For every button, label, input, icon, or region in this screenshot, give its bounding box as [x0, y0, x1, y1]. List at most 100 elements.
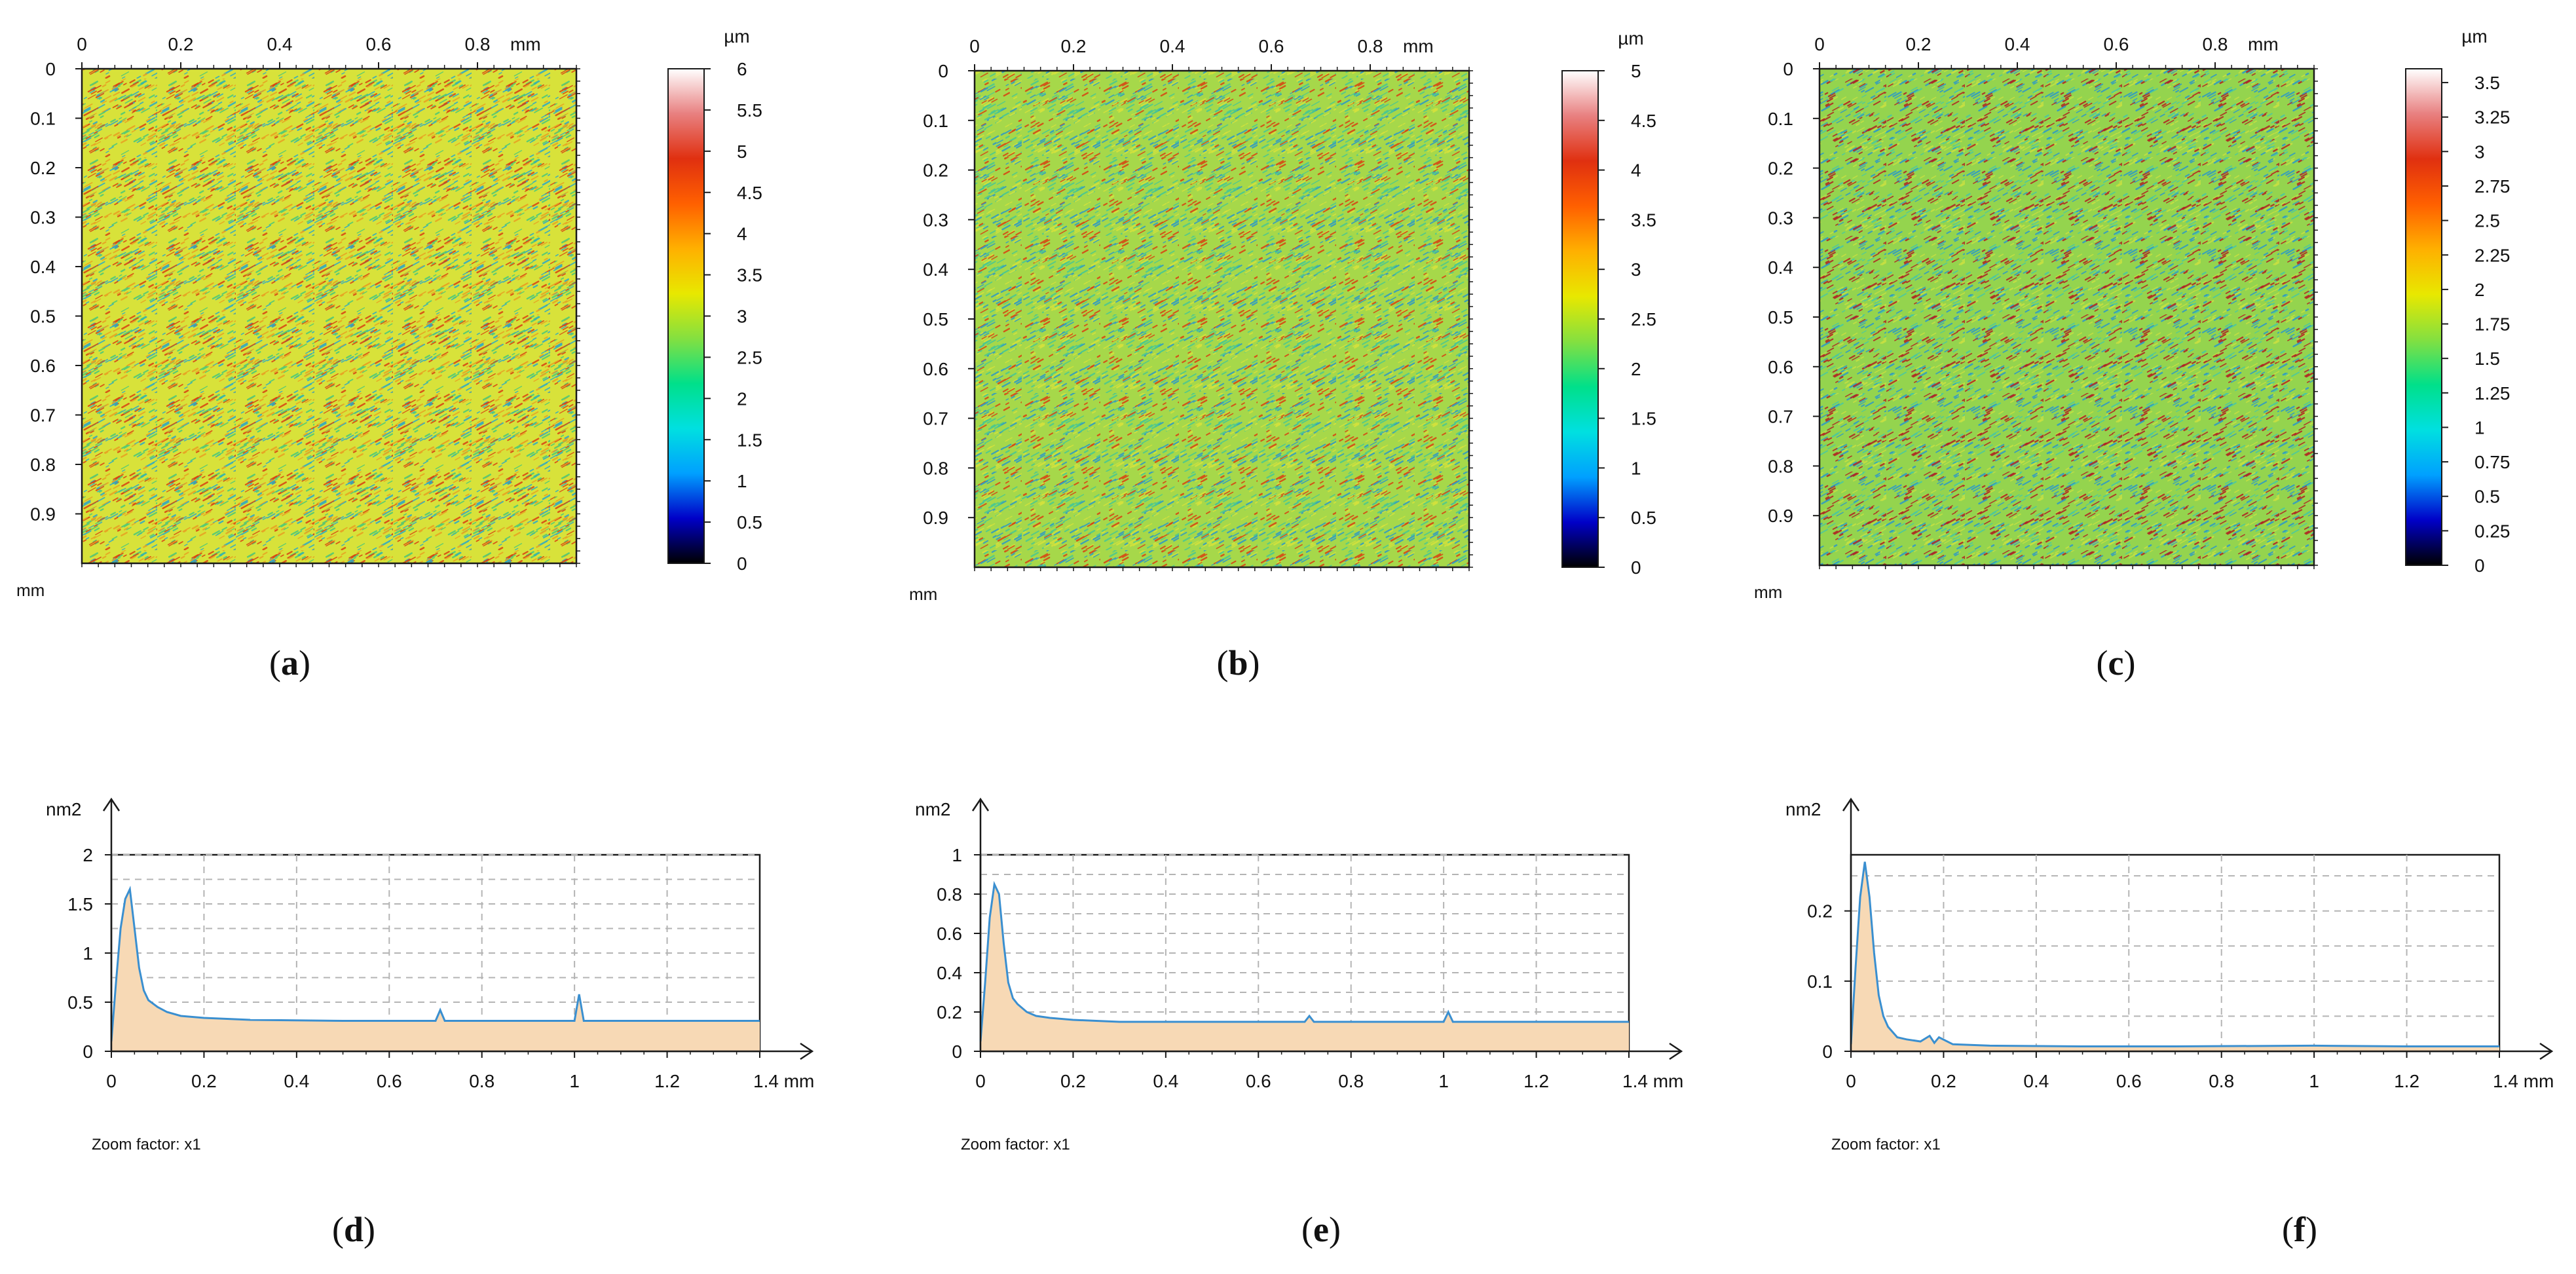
x-tick-label: 0.4 [267, 34, 293, 54]
colorbar-tick-label: 3 [2474, 141, 2485, 162]
colorbar-tick-label: 2 [737, 388, 747, 409]
y-tick-label: 0 [45, 59, 56, 79]
y-tick-label: 0.9 [1768, 506, 1793, 526]
x-tick-label: 0.2 [1061, 36, 1087, 56]
x-tick-label: 0.6 [2104, 34, 2129, 54]
colorbar-scale [2406, 69, 2442, 565]
y-tick-label: 1.5 [67, 894, 93, 914]
colorbar-tick-label: 6 [737, 59, 747, 79]
x-tick-label: 0.2 [1060, 1071, 1086, 1091]
colorbar-scale [1562, 71, 1598, 567]
y-tick-label: 1 [952, 845, 962, 865]
x-tick-label: 1 [1438, 1071, 1449, 1091]
colorbar-tick-label: 1 [737, 471, 747, 491]
colorbar-tick-label: 0.75 [2474, 452, 2511, 472]
y-tick-label: 0.6 [937, 924, 962, 944]
x-tick-label: 0.4 [284, 1071, 309, 1091]
y-tick-label: 0.5 [1768, 307, 1793, 328]
x-unit-label: mm [1403, 36, 1434, 56]
x-tick-label: 0.2 [168, 34, 194, 54]
y-tick-label: 0.5 [67, 992, 93, 1013]
x-tick-label: 0 [106, 1071, 117, 1091]
colorbar-tick-label: 2 [1631, 359, 1641, 379]
y-unit-label: nm2 [1785, 799, 1821, 819]
caption-open-paren: ( [332, 1210, 344, 1249]
y-unit-label: nm2 [46, 799, 81, 819]
y-tick-label: 0.6 [923, 359, 948, 379]
y-unit-label: mm [16, 580, 45, 600]
colorbar-tick-label: 2.5 [1631, 309, 1656, 329]
y-unit-label: mm [1754, 582, 1782, 602]
x-tick-label: 0.2 [1931, 1071, 1956, 1091]
x-unit-label: mm [2248, 34, 2279, 54]
y-tick-label: 0.8 [937, 884, 962, 905]
caption-open-paren: ( [2282, 1210, 2294, 1249]
y-tick-label: 0.2 [30, 158, 56, 178]
x-tick-label: 1 [2309, 1071, 2319, 1091]
caption-letter: d [344, 1210, 364, 1249]
caption-b: (b) [1216, 643, 1260, 683]
x-tick-label: 1.4 mm [2493, 1071, 2554, 1091]
zoom-factor-label: Zoom factor: x1 [961, 1136, 1070, 1153]
y-tick-label: 0.2 [1768, 159, 1793, 179]
caption-f: (f) [2282, 1210, 2317, 1249]
colorbar-tick-label: 5 [1631, 61, 1641, 81]
x-tick-label: 0.4 [2023, 1071, 2049, 1091]
y-tick-label: 0.9 [30, 504, 56, 525]
x-tick-label: 1.4 mm [753, 1071, 814, 1091]
colorbar-tick-label: 1.5 [737, 430, 762, 450]
zoom-factor-label: Zoom factor: x1 [92, 1136, 201, 1153]
colorbar-tick-label: 1.25 [2474, 383, 2511, 403]
colorbar-scale [668, 69, 704, 563]
x-tick-label: 0.8 [2203, 34, 2228, 54]
colorbar-tick-label: 2 [2474, 280, 2485, 300]
y-tick-label: 0.6 [30, 356, 56, 376]
x-tick-label: 0 [1814, 34, 1825, 54]
colorbar-tick-label: 2.5 [2474, 211, 2500, 231]
x-tick-label: 0.8 [1358, 36, 1383, 56]
y-tick-label: 0.7 [30, 405, 56, 426]
colorbar-tick-label: 5 [737, 141, 747, 162]
caption-letter: c [2108, 643, 2124, 683]
colorbar-tick-label: 3.25 [2474, 107, 2511, 128]
colorbar-tick-label: 1 [1631, 458, 1641, 478]
x-tick-label: 1 [569, 1071, 580, 1091]
colorbar-tick-label: 0.25 [2474, 521, 2511, 541]
colorbar-unit: µm [1618, 28, 1643, 48]
caption-close-paren: ) [299, 643, 310, 683]
colorbar-tick-label: 2.25 [2474, 245, 2511, 265]
caption-close-paren: ) [1329, 1210, 1341, 1249]
plot-area-f [1851, 855, 2499, 1051]
caption-letter: f [2294, 1210, 2306, 1249]
y-tick-label: 0.7 [923, 409, 948, 429]
y-tick-label: 1 [83, 943, 93, 964]
y-tick-label: 0.2 [937, 1002, 962, 1022]
caption-a: (a) [269, 643, 310, 683]
colorbar-unit: µm [724, 26, 749, 47]
colorbar-c: µm3.53.2532.752.52.2521.751.51.2510.750.… [2406, 26, 2511, 576]
y-tick-label: 0 [1822, 1041, 1833, 1062]
caption-letter: e [1313, 1210, 1329, 1249]
caption-e: (e) [1301, 1210, 1341, 1249]
y-tick-label: 0.8 [30, 455, 56, 475]
x-tick-label: 0.6 [377, 1071, 402, 1091]
y-tick-label: 0.2 [923, 160, 948, 181]
y-tick-label: 0.8 [1768, 456, 1793, 476]
y-unit-label: nm2 [915, 799, 950, 819]
x-tick-label: 0.2 [191, 1071, 217, 1091]
x-tick-label: 1.2 [1523, 1071, 1549, 1091]
colorbar-tick-label: 3.5 [2474, 73, 2500, 93]
y-tick-label: 0.4 [937, 963, 962, 983]
x-tick-label: 0 [77, 34, 87, 54]
y-tick-label: 0.2 [1807, 901, 1833, 922]
x-tick-label: 0 [969, 36, 980, 56]
caption-close-paren: ) [2305, 1210, 2317, 1249]
y-tick-label: 0 [1783, 59, 1793, 79]
x-tick-label: 0.4 [1153, 1071, 1178, 1091]
